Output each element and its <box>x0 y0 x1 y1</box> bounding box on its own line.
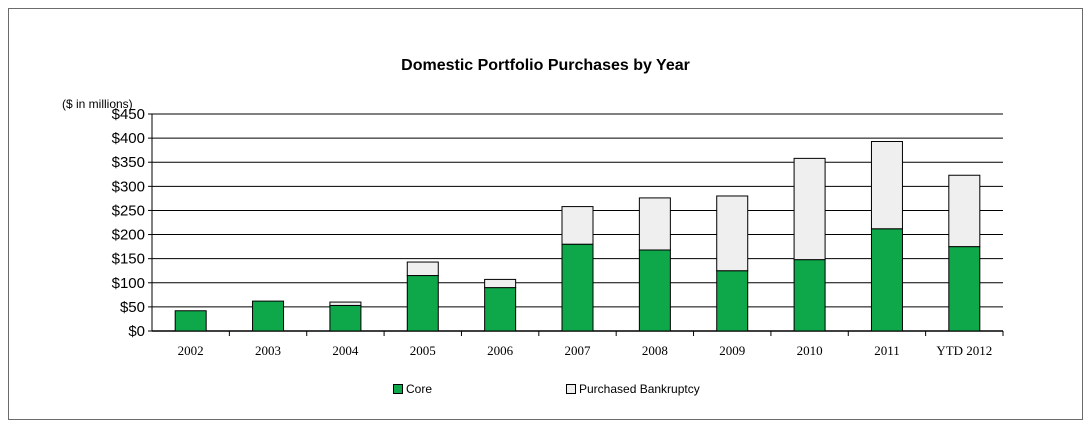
x-tick-label: 2007 <box>565 343 592 358</box>
y-tick-label: $0 <box>128 323 145 340</box>
bar-purchased-bankruptcy <box>793 157 826 261</box>
x-tick-label: 2003 <box>255 343 281 358</box>
bar-core <box>329 304 362 332</box>
chart-legend: Core Purchased Bankruptcy <box>0 382 1091 400</box>
chart-frame <box>8 8 1083 420</box>
y-tick-label: $50 <box>120 299 145 316</box>
x-tick-label: 2008 <box>642 343 668 358</box>
y-tick-label: $250 <box>112 202 145 219</box>
bar-purchased-bankruptcy <box>638 197 671 251</box>
x-tick-label: 2005 <box>410 343 436 358</box>
x-tick-label: 2006 <box>487 343 514 358</box>
bar-purchased-bankruptcy <box>329 301 362 306</box>
x-tick-label: YTD 2012 <box>936 343 992 358</box>
legend-item-purchased-bankruptcy: Purchased Bankruptcy <box>566 382 700 396</box>
bar-purchased-bankruptcy <box>406 261 439 277</box>
legend-swatch-purchased-bankruptcy <box>566 384 576 394</box>
x-tick-label: 2002 <box>178 343 204 358</box>
bar-core <box>252 300 285 332</box>
legend-label-core: Core <box>406 382 433 396</box>
bar-purchased-bankruptcy <box>948 174 981 248</box>
bar-core <box>638 249 671 332</box>
bar-core <box>484 287 517 332</box>
bar-purchased-bankruptcy <box>716 195 749 272</box>
y-axis-unit-label: ($ in millions) <box>62 97 133 111</box>
bar-core <box>716 270 749 332</box>
bar-purchased-bankruptcy <box>484 278 517 289</box>
bar-core <box>870 228 903 332</box>
legend-item-core: Core <box>393 382 432 396</box>
bar-purchased-bankruptcy <box>561 206 594 245</box>
bar-core <box>793 259 826 332</box>
y-tick-label: $450 <box>112 106 145 123</box>
bar-core <box>174 310 207 332</box>
y-tick-label: $400 <box>112 130 145 147</box>
bar-core <box>561 243 594 332</box>
bar-purchased-bankruptcy <box>870 140 903 230</box>
chart-title: Domestic Portfolio Purchases by Year <box>401 57 690 74</box>
y-tick-label: $150 <box>112 251 145 268</box>
bar-core <box>406 275 439 332</box>
x-tick-label: 2004 <box>332 343 359 358</box>
legend-swatch-core <box>393 384 403 394</box>
y-tick-label: $350 <box>112 154 145 171</box>
x-tick-label: 2010 <box>797 343 823 358</box>
bar-core <box>948 246 981 332</box>
y-tick-label: $100 <box>112 275 145 292</box>
legend-label-purchased-bankruptcy: Purchased Bankruptcy <box>579 382 700 396</box>
x-tick-label: 2011 <box>874 343 900 358</box>
y-tick-label: $200 <box>112 227 145 244</box>
y-tick-label: $300 <box>112 178 145 195</box>
x-tick-label: 2009 <box>719 343 745 358</box>
